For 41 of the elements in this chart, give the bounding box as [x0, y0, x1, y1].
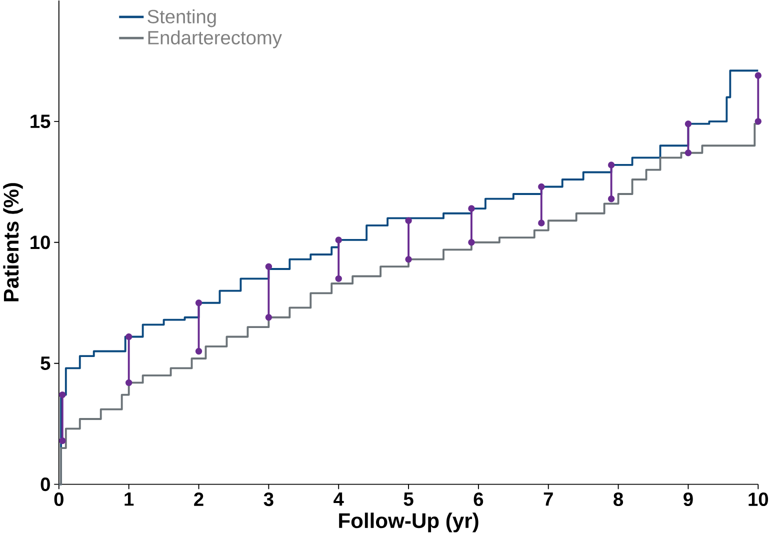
- y-tick-label: 15: [30, 115, 50, 128]
- y-tick-label: 0: [40, 478, 50, 492]
- x-tick-label: 7: [544, 492, 553, 506]
- point: [195, 348, 202, 355]
- point: [468, 205, 475, 212]
- point: [125, 334, 132, 340]
- x-tick-label: 3: [264, 492, 274, 506]
- y-tick-label: 10: [30, 236, 50, 250]
- point: [335, 236, 342, 244]
- x-tick-label: 6: [474, 492, 484, 506]
- point: [405, 218, 412, 224]
- point: [538, 184, 545, 190]
- point: [684, 150, 692, 156]
- point: [59, 438, 66, 444]
- x-tick-label: 2: [194, 492, 204, 506]
- point: [684, 120, 692, 128]
- point: [125, 380, 132, 386]
- x-tick-label: 9: [684, 492, 693, 506]
- point: [265, 263, 272, 270]
- legend-label: Stenting: [148, 10, 216, 28]
- x-tick-label: 10: [748, 492, 768, 506]
- point: [405, 256, 412, 263]
- point: [335, 276, 342, 282]
- point: [468, 239, 475, 246]
- point: [538, 220, 545, 227]
- y-axis-title: Patients (%): [3, 183, 23, 302]
- point: [195, 300, 202, 306]
- point: [608, 162, 615, 169]
- x-tick-label: 5: [404, 492, 414, 506]
- point: [265, 314, 272, 321]
- x-axis-title: Follow-Up (yr): [339, 512, 478, 533]
- x-tick-label: 0: [54, 492, 64, 506]
- legend-label: Endarterectomy: [148, 30, 282, 49]
- x-tick-label: 4: [334, 492, 344, 506]
- x-tick-label: 8: [614, 492, 624, 506]
- point: [754, 118, 762, 126]
- point: [754, 72, 762, 80]
- point: [59, 392, 66, 398]
- x-tick-label: 1: [124, 492, 134, 506]
- point: [608, 196, 615, 202]
- y-tick-label: 5: [40, 356, 50, 370]
